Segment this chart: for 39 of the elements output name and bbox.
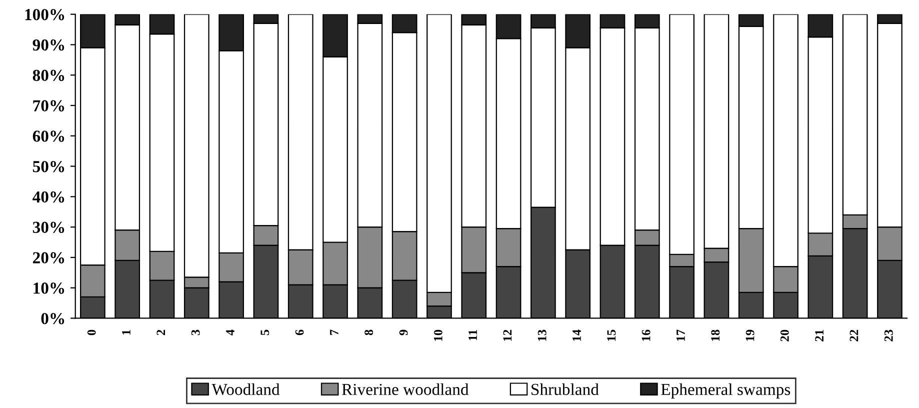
x-tick-label: 5 (260, 330, 270, 336)
x-tick-label: 0 (87, 330, 96, 336)
x-tick-label: 12 (503, 330, 512, 341)
y-tick-label: 30% (32, 222, 64, 234)
x-tick-label: 8 (364, 330, 374, 336)
legend-label: Woodland (212, 383, 280, 396)
y-tick-label: 100% (25, 8, 64, 20)
x-tick-label: 7 (330, 330, 338, 335)
x-tick-label: 10 (434, 330, 442, 341)
x-tick-label: 16 (642, 330, 650, 341)
x-tick-label: 11 (468, 330, 477, 340)
y-tick-label: 20% (33, 252, 64, 264)
x-tick-label: 19 (746, 330, 754, 341)
x-tick-label: 18 (711, 330, 720, 341)
legend-label: Riverine woodland (342, 383, 469, 396)
y-tick-label: 70% (33, 100, 64, 112)
x-tick-label: 9 (399, 330, 408, 336)
x-tick-label: 4 (226, 330, 234, 336)
y-tick-label: 0% (41, 312, 64, 324)
x-tick-label: 15 (607, 330, 616, 341)
y-tick-label: 10% (34, 282, 64, 294)
x-tick-label: 6 (295, 330, 304, 336)
legend-label: Shrubland (532, 383, 599, 396)
legend-label: Ephemeral swamps (661, 383, 790, 398)
x-tick-label: 13 (538, 330, 546, 341)
y-tick-label: 60% (32, 130, 64, 142)
x-tick-label: 17 (676, 330, 685, 341)
y-tick-label: 80% (32, 70, 64, 82)
x-tick-label: 20 (780, 330, 789, 342)
x-tick-label: 3 (191, 330, 200, 336)
y-tick-label: 90% (32, 39, 64, 51)
x-tick-label: 21 (815, 330, 824, 342)
y-tick-label: 50% (32, 160, 64, 172)
x-tick-label: 23 (884, 330, 893, 342)
y-tick-label: 40% (32, 191, 64, 203)
x-tick-label: 2 (156, 330, 165, 336)
x-tick-label: 22 (850, 330, 858, 342)
x-tick-label: 1 (122, 330, 130, 335)
x-tick-label: 14 (572, 330, 581, 341)
